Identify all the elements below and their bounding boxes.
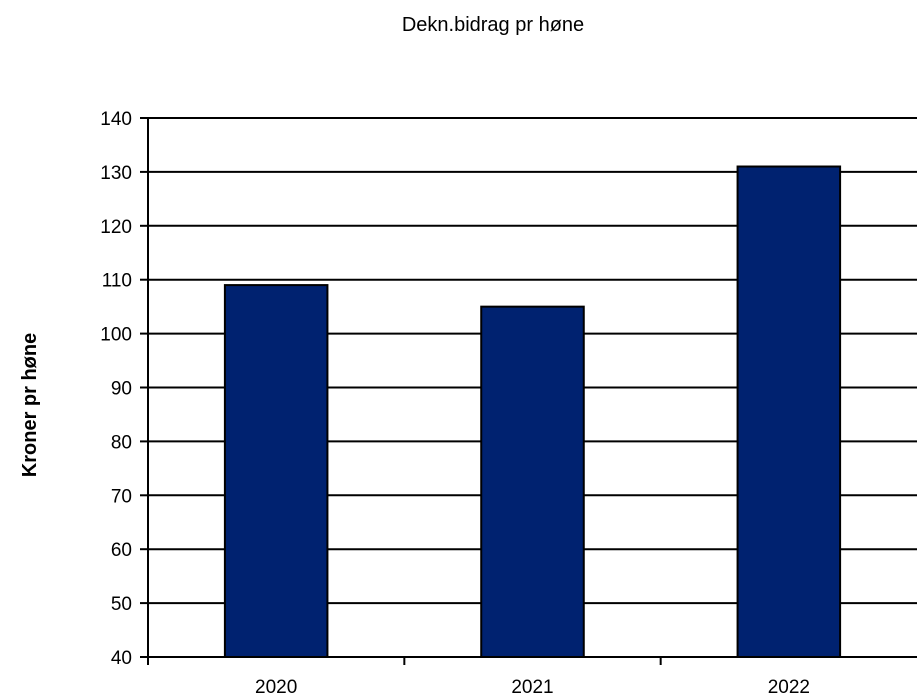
y-tick-label: 140: [100, 109, 132, 130]
y-tick-label: 70: [111, 486, 132, 507]
chart-title: Dekn.bidrag pr høne: [402, 14, 584, 36]
bars: [223, 165, 842, 658]
axes: [140, 117, 917, 665]
y-tick-label: 80: [111, 432, 132, 453]
bar: [736, 165, 842, 658]
y-tick-label: 130: [100, 163, 132, 184]
bar: [480, 305, 585, 658]
y-tick-labels: 40 50 60 70 80 90 100 110 120 130 140: [100, 109, 132, 669]
x-tick-labels: 2020 2021 2022: [255, 677, 810, 696]
bar: [223, 284, 329, 658]
y-tick-label: 50: [111, 594, 132, 615]
y-tick-label: 60: [111, 540, 132, 561]
y-tick-label: 110: [102, 271, 132, 292]
y-axis-label: Kroner pr høne: [19, 333, 41, 477]
y-tick-label: 90: [111, 379, 132, 400]
x-tick-label: 2021: [511, 677, 553, 696]
y-tick-label: 40: [111, 648, 132, 669]
y-tick-label: 100: [100, 325, 132, 346]
x-tick-label: 2020: [255, 677, 297, 696]
x-tick-label: 2022: [768, 677, 810, 696]
y-tick-label: 120: [100, 217, 132, 238]
